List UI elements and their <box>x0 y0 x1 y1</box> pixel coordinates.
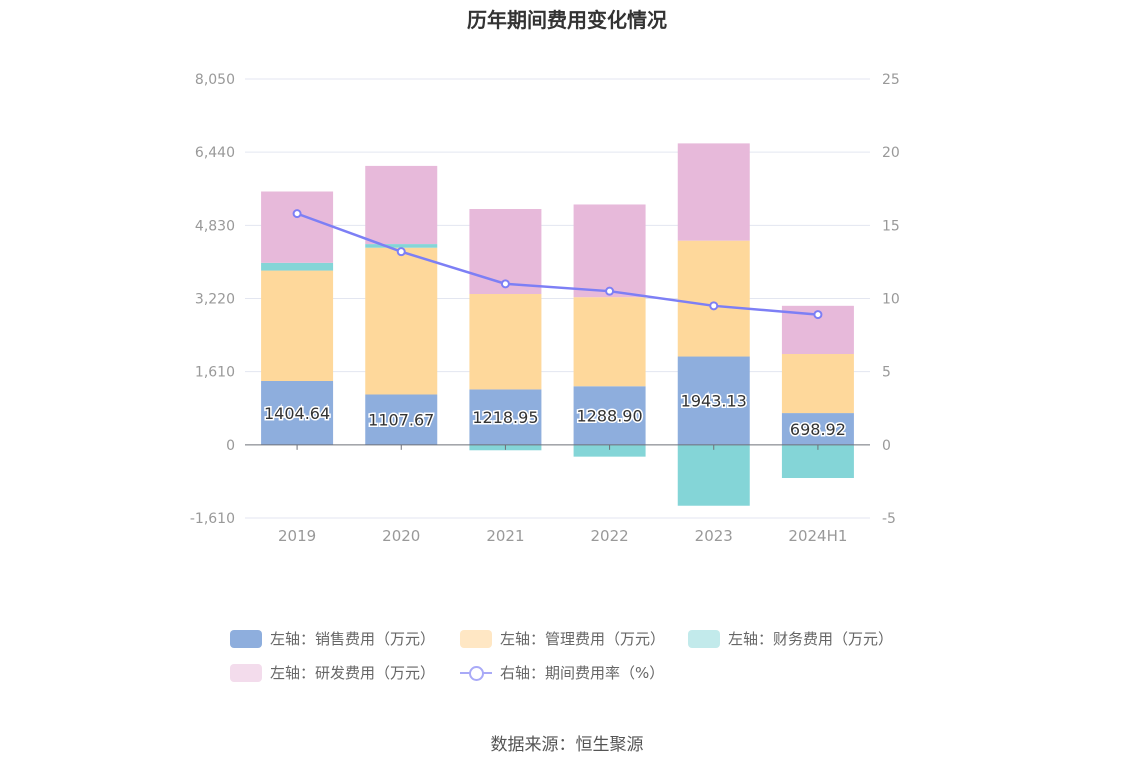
sales-data-label: 1404.64 <box>264 404 330 423</box>
y-right-tick-label: -5 <box>882 511 896 527</box>
y-right-tick-label: 25 <box>882 72 900 88</box>
bar-sales[interactable] <box>469 389 542 445</box>
bar-rd[interactable] <box>365 165 438 245</box>
bar-sales[interactable] <box>781 413 854 445</box>
sales-data-label: 1107.67 <box>368 411 434 430</box>
legend-label-rd: 左轴：研发费用（万元） <box>270 664 436 682</box>
sales-data-label: 698.92 <box>790 420 846 439</box>
y-right-tick-label: 0 <box>882 438 891 454</box>
bar-data-labels: 1404.64 1107.67 1218.95 1288.90 1943.13 698.9… <box>262 390 847 440</box>
legend-swatch-rate <box>460 664 492 682</box>
bar-sales[interactable] <box>261 380 334 445</box>
grid-lines <box>245 78 870 519</box>
x-category-label: 2019 <box>278 527 316 545</box>
bar-sales[interactable] <box>677 356 750 445</box>
y-left-tick-label: 3,220 <box>195 292 235 308</box>
x-category-label: 2021 <box>486 527 524 545</box>
legend-swatch-sales <box>230 629 262 648</box>
legend-label-admin: 左轴：管理费用（万元） <box>500 630 666 648</box>
y-left-tick-label: 6,440 <box>195 145 235 161</box>
y-left-tick-label: -1,610 <box>190 511 235 527</box>
data-source: 数据来源：恒生聚源 <box>490 735 644 755</box>
legend-swatch-finance <box>688 629 720 648</box>
bar-finance[interactable] <box>261 262 334 271</box>
x-category-label: 2020 <box>382 527 420 545</box>
rate-line <box>296 212 819 316</box>
sales-data-label: 1943.13 <box>681 392 747 411</box>
y-left-tick-label: 0 <box>226 438 235 454</box>
bar-rd[interactable] <box>573 204 646 298</box>
bar-finance[interactable] <box>573 444 646 457</box>
axes: 8,050 25 6,440 20 4,830 15 3,220 10 1,610 5 0 0 -1,6… <box>190 72 900 545</box>
bar-rd[interactable] <box>677 143 750 241</box>
chart-canvas: 8,050 25 6,440 20 4,830 15 3,220 10 1,610 5 0 0 -1,6… <box>190 72 900 545</box>
sales-data-label: 1218.95 <box>472 408 538 427</box>
legend-label-rate: 右轴：期间费用率（%） <box>500 664 665 682</box>
legend-swatch-rd <box>230 663 262 682</box>
legend-item-admin[interactable]: 左轴：管理费用（万元） <box>460 628 665 649</box>
bar-finance[interactable] <box>781 444 854 479</box>
y-right-tick-label: 5 <box>882 365 891 381</box>
bar-sales[interactable] <box>365 394 438 445</box>
legend-label-sales: 左轴：销售费用（万元） <box>270 630 436 648</box>
x-category-label: 2024H1 <box>788 527 847 545</box>
bar-rd[interactable] <box>261 191 334 263</box>
bar-admin[interactable] <box>677 240 750 357</box>
bar-admin[interactable] <box>261 270 334 381</box>
y-left-tick-label: 8,050 <box>195 72 235 88</box>
y-left-tick-label: 4,830 <box>195 218 235 234</box>
rate-point[interactable] <box>500 279 510 289</box>
bar-admin[interactable] <box>365 247 438 395</box>
y-right-tick-label: 15 <box>882 218 900 234</box>
chart-title: 历年期间费用变化情况 <box>467 8 667 32</box>
rate-point[interactable] <box>396 247 406 257</box>
legend-item-finance[interactable]: 左轴：财务费用（万元） <box>688 628 893 649</box>
bar-admin[interactable] <box>469 294 542 390</box>
rate-point[interactable] <box>292 209 302 219</box>
bar-finance[interactable] <box>677 444 750 506</box>
rate-point[interactable] <box>813 310 823 320</box>
legend-label-finance: 左轴：财务费用（万元） <box>728 630 894 648</box>
legend-item-sales[interactable]: 左轴：销售费用（万元） <box>230 628 435 649</box>
bar-finance[interactable] <box>365 244 438 248</box>
x-category-label: 2023 <box>695 527 733 545</box>
bar-sales[interactable] <box>573 386 646 445</box>
bars <box>261 143 854 506</box>
x-category-label: 2022 <box>590 527 628 545</box>
rate-line-series <box>292 209 823 320</box>
sales-data-label: 1288.90 <box>576 407 642 426</box>
rate-point[interactable] <box>605 286 615 296</box>
legend-item-rate[interactable]: 右轴：期间费用率（%） <box>460 662 664 683</box>
y-left-tick-label: 1,610 <box>195 365 235 381</box>
rate-point[interactable] <box>709 301 719 311</box>
legend-swatch-admin <box>460 629 492 648</box>
y-right-tick-label: 10 <box>882 292 900 308</box>
y-right-tick-label: 20 <box>882 145 900 161</box>
legend-item-rd[interactable]: 左轴：研发费用（万元） <box>230 662 435 683</box>
bar-admin[interactable] <box>781 353 854 414</box>
bar-admin[interactable] <box>573 297 646 387</box>
